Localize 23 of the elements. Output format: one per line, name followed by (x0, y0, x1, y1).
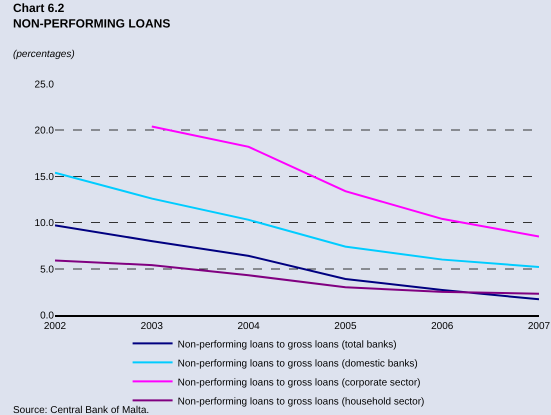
y-tick-label: 0.0 (40, 310, 54, 322)
line-series (55, 172, 539, 268)
y-tick-label: 20.0 (34, 126, 54, 137)
y-tick-label: 15.0 (34, 172, 54, 183)
legend-label: Non-performing loans to gross loans (household sector) (178, 396, 424, 408)
x-tick-label: 2005 (334, 321, 357, 332)
legend-label: Non-performing loans to gross loans (total banks) (178, 339, 397, 350)
x-tick-label: 2006 (431, 321, 454, 332)
x-tick-label: 2004 (237, 321, 260, 332)
source-note: Source: Central Bank of Malta. (13, 405, 150, 415)
y-tick-label: 5.0 (40, 264, 54, 276)
line-series (55, 224, 539, 300)
chart-subtitle: (percentages) (13, 49, 75, 60)
y-tick-label: 10.0 (34, 218, 54, 230)
x-tick-label: 2002 (44, 321, 67, 332)
x-tick-label: 2003 (140, 321, 164, 332)
line-series (55, 259, 539, 295)
x-tick-label: 2007 (528, 321, 551, 332)
y-tick-label: 25.0 (34, 80, 54, 90)
legend-label: Non-performing loans to gross loans (domestic banks) (178, 358, 418, 370)
legend-label: Non-performing loans to gross loans (corporate sector) (178, 377, 420, 388)
chart-title: Chart 6.2 NON-PERFORMING LOANS (13, 1, 170, 31)
line-series (150, 126, 539, 238)
